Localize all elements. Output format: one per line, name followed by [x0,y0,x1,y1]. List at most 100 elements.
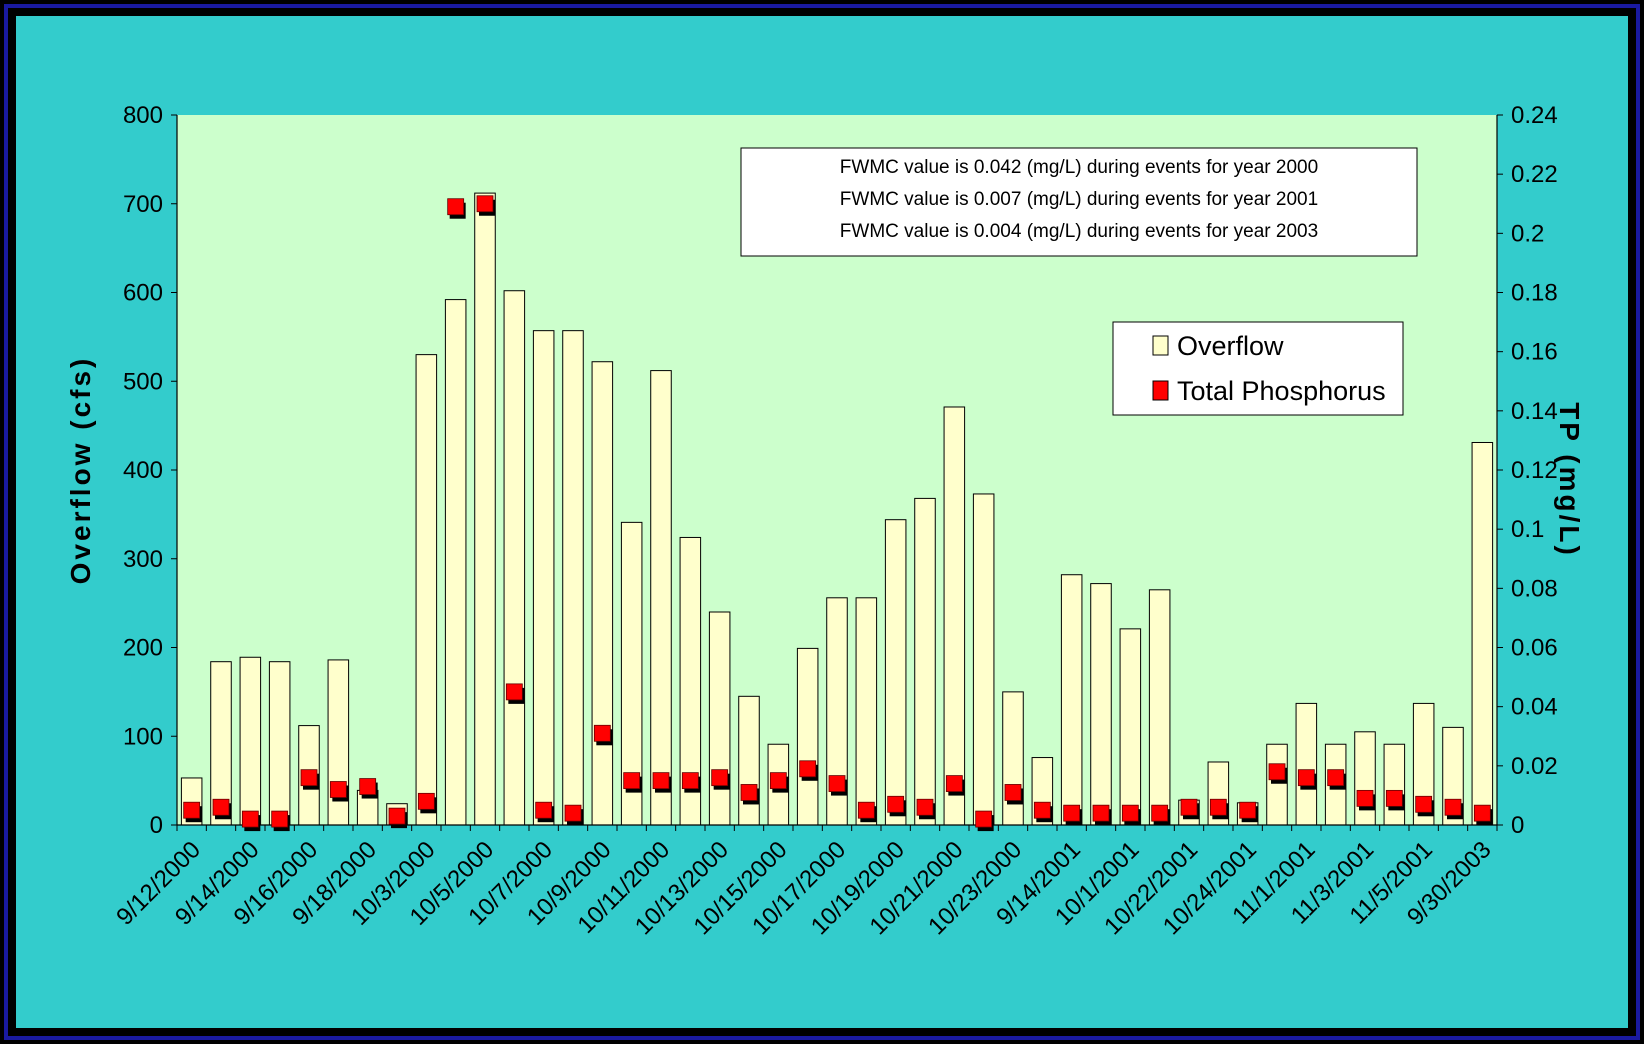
phosphorus-point [1268,763,1287,784]
right-axis-ticks: 0 0.02 0.04 0.06 0.08 0.1 0.12 0.14 0.16 0.18 0.2 0… [1497,102,1558,839]
phosphorus-point [887,795,906,817]
right-tick-label: 0.12 [1511,457,1558,484]
phosphorus-point [564,804,583,826]
phosphorus-point [1004,784,1023,805]
phosphorus-point [271,810,290,832]
overflow-bar [1295,702,1318,826]
phosphorus-point [945,775,965,796]
phosphorus-point [1033,801,1053,823]
left-tick-label: 100 [123,723,163,750]
overflow-bar [415,354,438,826]
overflow-bar [268,661,291,826]
overflow-bar [1090,583,1112,826]
phosphorus-point [1239,801,1258,823]
right-tick-label: 0.02 [1511,753,1558,780]
phosphorus-point [1063,804,1082,826]
overflow-bar [650,370,672,826]
phosphorus-point [857,801,877,823]
annotation-2001: FWMC value is 0.007 (mg/L) during events… [840,189,1318,210]
overflow-bar [474,192,496,826]
phosphorus-point [799,760,818,781]
annotation-2003: FWMC value is 0.004 (mg/L) during events… [840,221,1318,242]
right-tick-label: 0.08 [1511,575,1558,602]
legend: Overflow Total Phosphorus [1112,321,1404,416]
overflow-bar [444,299,467,826]
phosphorus-point [711,769,730,790]
phosphorus-point [593,724,613,746]
overflow-bar [1266,743,1288,826]
overflow-bar [1383,743,1406,826]
y2-axis-title: TP (mg/L) [1554,402,1585,558]
left-axis-ticks: 0 100 200 300 400 500 600 700 800 [123,102,177,839]
annotation-2000: FWMC value is 0.042 (mg/L) during events… [840,157,1318,178]
left-tick-label: 600 [123,280,163,307]
overflow-bar [708,611,731,826]
right-tick-label: 0.16 [1511,339,1558,366]
phosphorus-point [1121,804,1141,826]
phosphorus-point [681,772,701,793]
legend-swatch-overflow [1152,335,1169,356]
y-axis-title: Overflow (cfs) [65,356,96,585]
right-tick-label: 0.14 [1511,398,1558,425]
phosphorus-point [300,769,319,790]
overflow-bar [239,656,262,826]
overflow-bar [796,647,819,826]
overflow-bar [884,519,907,826]
left-tick-label: 500 [123,368,163,395]
phosphorus-point [505,683,525,704]
legend-swatch-phosphorus [1152,380,1169,401]
phosphorus-point [447,198,466,219]
left-tick-label: 800 [123,102,163,129]
left-tick-label: 200 [123,635,163,662]
phosphorus-point [1151,804,1170,826]
phosphorus-point [652,772,671,793]
phosphorus-point [975,810,994,832]
left-tick-label: 700 [123,191,163,218]
phosphorus-point [1415,795,1434,817]
phosphorus-point [623,772,642,793]
overflow-bar [1148,589,1171,826]
phosphorus-point [329,781,349,802]
phosphorus-point [1327,769,1346,790]
phosphorus-point [1473,804,1493,826]
left-tick-label: 0 [150,812,163,839]
overflow-bar [738,695,760,826]
right-tick-label: 0.2 [1511,220,1544,247]
overflow-bar [1060,574,1083,826]
overflow-bar [532,330,555,826]
right-tick-label: 0.04 [1511,694,1558,721]
phosphorus-markers [183,195,1493,832]
overflow-bar [914,497,936,826]
phosphorus-point [1444,798,1463,820]
right-tick-label: 0.18 [1511,280,1558,307]
overflow-bar [1471,441,1494,826]
phosphorus-point [828,775,847,796]
overflow-bar [591,361,614,826]
phosphorus-point [1297,769,1317,790]
left-tick-label: 400 [123,457,163,484]
right-tick-label: 0 [1511,812,1524,839]
phosphorus-point [916,798,935,820]
phosphorus-point [388,807,407,829]
legend-label-phosphorus: Total Phosphorus [1177,376,1386,406]
phosphorus-point [769,772,789,793]
phosphorus-point [183,801,202,823]
phosphorus-point [417,792,437,814]
phosphorus-point [476,195,495,216]
overflow-bar [1002,691,1024,826]
phosphorus-point [1385,789,1405,811]
phosphorus-point [1209,798,1229,820]
phosphorus-point [740,784,759,805]
overflow-bar [855,597,878,826]
overflow-bar [1354,731,1376,826]
phosphorus-point [212,798,231,820]
right-tick-label: 0.1 [1511,516,1544,543]
phosphorus-point [1180,798,1199,820]
right-tick-label: 0.06 [1511,635,1558,662]
overflow-bar [503,290,526,826]
phosphorus-point [359,778,378,799]
phosphorus-point [1356,789,1375,811]
phosphorus-point [535,801,554,823]
